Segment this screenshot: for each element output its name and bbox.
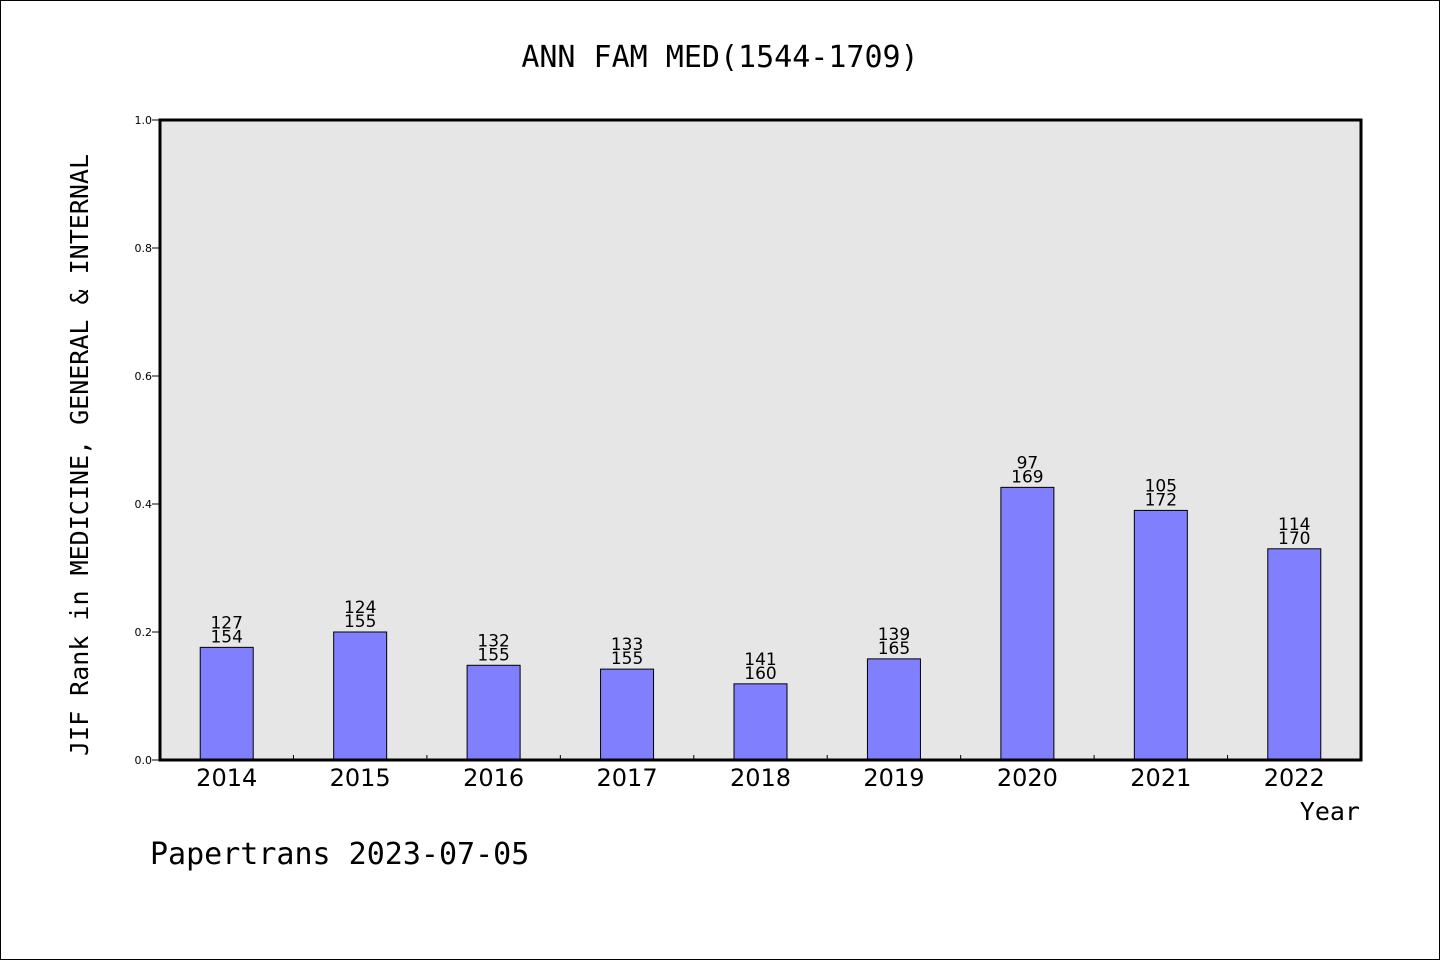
bar-total-label: 155 bbox=[477, 645, 509, 665]
bar-2017 bbox=[600, 668, 655, 761]
bar-total-label: 165 bbox=[878, 639, 910, 659]
y-axis: 0.0 0.2 0.4 0.6 0.8 1.0 bbox=[135, 114, 160, 767]
bar-rank-label: 133 bbox=[611, 635, 643, 655]
bar-rank-label: 105 bbox=[1145, 476, 1177, 496]
bar-rank-label: 114 bbox=[1278, 515, 1310, 535]
bar-2015 bbox=[333, 631, 388, 761]
footer-credit: Papertrans 2023-07-05 bbox=[150, 837, 529, 872]
x-axis: 2014 2015 2016 2017 2018 2019 2020 2021 2022 bbox=[196, 755, 1325, 792]
bar-total-label: 155 bbox=[344, 612, 376, 632]
plot-border bbox=[158, 118, 1363, 762]
bar-total-label: 154 bbox=[210, 627, 242, 647]
y-tick-label: 0.4 bbox=[135, 498, 153, 511]
y-tick-label: 0.6 bbox=[135, 370, 153, 383]
x-tick-label: 2019 bbox=[863, 764, 924, 792]
bar-2020 bbox=[1000, 486, 1055, 761]
x-axis-label: Year bbox=[1300, 797, 1360, 826]
bar-2021 bbox=[1133, 509, 1188, 761]
bar-total-label: 155 bbox=[611, 649, 643, 669]
bar-rank-label: 124 bbox=[344, 598, 376, 618]
x-tick-label: 2015 bbox=[330, 764, 391, 792]
bars-group bbox=[199, 486, 1322, 761]
bar-total-label: 170 bbox=[1278, 529, 1310, 549]
bar-total-label: 172 bbox=[1145, 490, 1177, 510]
x-tick-label: 2022 bbox=[1264, 764, 1325, 792]
x-tick-label: 2017 bbox=[597, 764, 658, 792]
x-tick-label: 2014 bbox=[196, 764, 257, 792]
x-tick-label: 2018 bbox=[730, 764, 791, 792]
bar-2018 bbox=[733, 683, 788, 761]
chart-title: ANN FAM MED(1544-1709) bbox=[521, 40, 918, 75]
bar-total-label: 160 bbox=[744, 664, 776, 684]
x-tick-label: 2016 bbox=[463, 764, 524, 792]
x-tick-label: 2020 bbox=[997, 764, 1058, 792]
bar-rank-label: 132 bbox=[477, 631, 509, 651]
y-tick-label: 0.2 bbox=[135, 626, 153, 639]
bar-2016 bbox=[466, 664, 521, 761]
x-tick-label: 2021 bbox=[1130, 764, 1191, 792]
y-axis-label: JIF Rank in MEDICINE, GENERAL & INTERNAL bbox=[65, 154, 94, 756]
y-tick-label: 0.8 bbox=[135, 242, 153, 255]
bar-total-label: 169 bbox=[1011, 467, 1043, 487]
bar-2019 bbox=[866, 658, 921, 761]
y-tick-label: 1.0 bbox=[135, 114, 153, 127]
bar-rank-label: 141 bbox=[744, 650, 776, 670]
bar-2022 bbox=[1267, 548, 1322, 761]
bar-rank-label: 97 bbox=[1017, 453, 1039, 473]
bar-rank-label: 139 bbox=[878, 625, 910, 645]
y-tick-label: 0.0 bbox=[135, 754, 153, 767]
bar-2014 bbox=[199, 646, 254, 761]
bar-rank-label: 127 bbox=[210, 613, 242, 633]
